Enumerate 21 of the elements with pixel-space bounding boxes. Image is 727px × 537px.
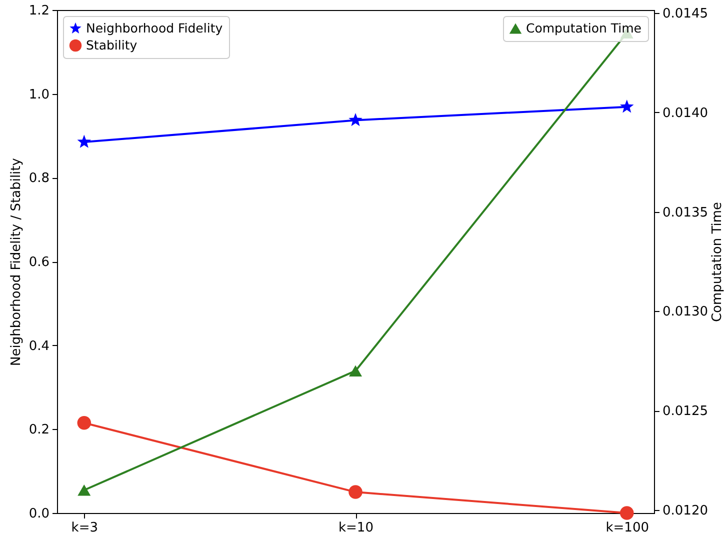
- y2-tick-label: 0.0125: [662, 404, 708, 420]
- y-axis-title: Neighborhood Fidelity / Stability: [8, 158, 24, 366]
- y-tick-label: 0.8: [28, 171, 50, 186]
- legend-label: Neighborhood Fidelity: [86, 20, 224, 36]
- y-tick-label: 0.4: [28, 338, 50, 354]
- x-tick-label: k=3: [71, 520, 98, 536]
- x-tick-label: k=10: [338, 520, 374, 536]
- y-tick-label: 0.2: [28, 422, 50, 438]
- y2-tick-label: 0.0130: [662, 304, 708, 320]
- x-tick-label: k=100: [606, 520, 649, 536]
- y-tick-label: 0.0: [28, 506, 50, 522]
- y-tick-label: 1.2: [28, 4, 50, 18]
- y2-tick-label: 0.0140: [662, 106, 708, 121]
- legend-label: Computation Time: [526, 20, 642, 36]
- legend-label: Stability: [86, 38, 138, 52]
- y-tick-label: 1.0: [28, 87, 50, 102]
- y2-tick-label: 0.0145: [662, 6, 708, 22]
- y2-axis-title: Computation Time: [710, 202, 725, 322]
- y-tick-label: 0.6: [28, 255, 50, 270]
- y2-tick-label: 0.0120: [662, 504, 708, 519]
- y2-tick-label: 0.0135: [662, 205, 708, 220]
